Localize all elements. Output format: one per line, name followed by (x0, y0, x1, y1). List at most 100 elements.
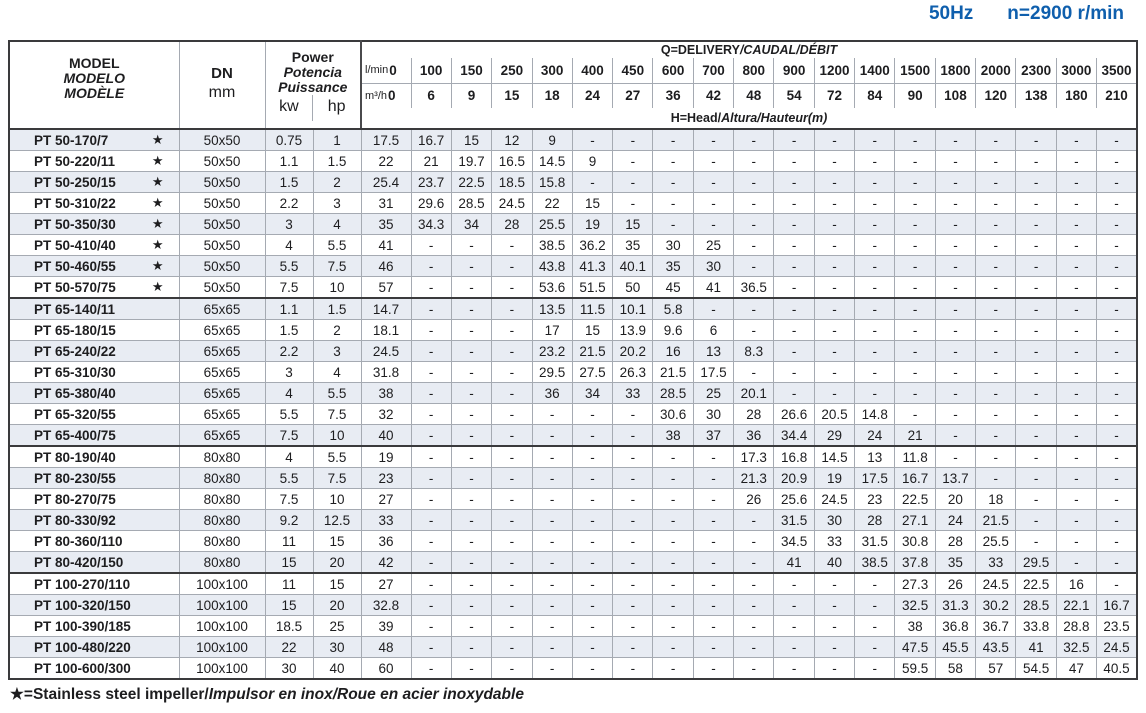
head-cell: 31.8 (360, 361, 412, 383)
head-cell: - (450, 297, 493, 320)
head-cell: 34 (571, 382, 614, 404)
head-cell: 14.8 (854, 403, 896, 425)
head-cell: - (934, 150, 977, 172)
head-cell: - (531, 403, 573, 425)
head-cell: 32.8 (360, 594, 412, 616)
head-cell: - (1096, 467, 1138, 489)
head-cell: - (1055, 445, 1098, 468)
head-cell: 29.6 (410, 192, 452, 214)
hp-cell: 15 (312, 530, 362, 552)
model-cell: PT 100-390/185 (8, 615, 180, 637)
head-cell: - (571, 424, 614, 447)
head-cell: 25 (692, 382, 735, 404)
model-name: PT 50-570/75 (34, 279, 116, 295)
head-cell: - (571, 551, 614, 574)
head-cell: - (692, 171, 735, 193)
head-cell: - (1015, 319, 1057, 341)
head-cell: 32 (360, 403, 412, 425)
head-cell: - (612, 509, 654, 531)
model-name: PT 80-420/150 (34, 554, 124, 570)
head-cell: - (1055, 509, 1098, 531)
table-row: PT 65-320/55 65x65 5.5 7.5 32- - - - - -30.6 30 28 2… (8, 403, 1138, 425)
head-cell: - (773, 340, 815, 362)
head-cell: - (450, 403, 493, 425)
head-cell: - (773, 150, 815, 172)
head-cell: - (450, 657, 493, 680)
head-cell: - (612, 467, 654, 489)
head-cell: - (531, 467, 573, 489)
head-cell: - (450, 636, 493, 658)
head-cell: - (733, 572, 775, 595)
head-cell: - (1096, 445, 1138, 468)
head-cell: - (1055, 234, 1098, 256)
head-cell: 6 (692, 319, 735, 341)
head-cell: - (733, 255, 775, 277)
table-row: PT 80-230/55 80x80 5.5 7.5 23- - - - - - - -21.3 20.… (8, 467, 1138, 489)
dn-cell: 100x100 (178, 572, 266, 595)
table-row: PT 100-270/110 100x100 11 15 27- - - - - - - - - - - -2… (8, 572, 1138, 595)
table-row: PT 50-310/22 ★ 50x50 2.2 3 31 29.6 28.5 24.5 22 15… (8, 192, 1138, 214)
hp-cell: 25 (312, 615, 362, 637)
model-cell: PT 50-220/11 ★ (8, 150, 180, 172)
head-cell: 23.2 (531, 340, 573, 362)
head-cell: - (1055, 488, 1098, 510)
head-cell: 21.5 (652, 361, 694, 383)
model-name: PT 80-330/92 (34, 512, 116, 528)
dn-cell: 80x80 (178, 467, 266, 489)
head-cell: - (612, 488, 654, 510)
head-cell: 57 (975, 657, 1017, 680)
head-cell: - (773, 297, 815, 320)
head-cell: 15 (571, 192, 614, 214)
head-cell: - (1015, 509, 1057, 531)
head-cell: - (612, 657, 654, 680)
stainless-steel-star-icon: ★ (151, 195, 164, 210)
flow-m3h-cell: 90 (894, 83, 936, 108)
kw-cell: 15 (264, 594, 314, 616)
footnote-en: ★=Stainless steel impeller/ (10, 686, 209, 703)
page-title: 50Hz n=2900 r/min (929, 3, 1124, 25)
table-wrapper: MODEL MODELO MODÈLE DN mm Power Potencia… (8, 40, 1138, 680)
hp-cell: 3 (312, 340, 362, 362)
flow-lmin-cell: 1800 (934, 58, 977, 84)
head-cell: - (813, 319, 856, 341)
head-cell: - (692, 636, 735, 658)
head-cell: - (531, 530, 573, 552)
head-cell: - (1015, 445, 1057, 468)
head-cell: 30 (652, 234, 694, 256)
head-cell: 41 (692, 276, 735, 299)
head-cell: - (692, 530, 735, 552)
head-cell: - (733, 297, 775, 320)
table-row: PT 100-600/300 100x100 30 40 60- - - - - - - - - - - -5… (8, 657, 1138, 680)
hp-cell: 5.5 (312, 234, 362, 256)
head-cell: - (1055, 403, 1098, 425)
head-cell: 36 (733, 424, 775, 447)
head-cell: 30.6 (652, 403, 694, 425)
power-unit-hp: hp (312, 94, 359, 121)
head-cell: 37 (692, 424, 735, 447)
head-cell: - (652, 445, 694, 468)
head-cell: 13.9 (612, 319, 654, 341)
dn-cell: 50x50 (178, 150, 266, 172)
head-cell: - (571, 403, 614, 425)
model-name: PT 65-240/22 (34, 343, 116, 359)
head-cell: - (1096, 319, 1138, 341)
head-cell: - (491, 636, 533, 658)
head-cell: 16.5 (491, 150, 533, 172)
head-cell: - (934, 213, 977, 235)
hp-cell: 3 (312, 192, 362, 214)
head-cell: 40.5 (1096, 657, 1138, 680)
table-row: PT 65-380/40 65x65 4 5.5 38- - -36 34 33 28.5 25 20… (8, 382, 1138, 404)
head-cell: - (692, 192, 735, 214)
flow-m3h-cell: 6 (410, 83, 452, 108)
table-row: PT 50-410/40 ★ 50x50 4 5.5 41- - -38.5 36.2 35 30 2… (8, 234, 1138, 256)
table-row: PT 65-400/75 65x65 7.5 10 40- - - - - -38 37 36 34.4… (8, 424, 1138, 447)
dn-cell: 100x100 (178, 594, 266, 616)
head-cell: - (934, 128, 977, 151)
head-cell: - (733, 192, 775, 214)
head-cell: - (1096, 488, 1138, 510)
head-cell: - (491, 551, 533, 574)
power-header-fr: Puissance (278, 78, 348, 95)
head-cell: - (813, 234, 856, 256)
model-cell: PT 65-240/22 (8, 340, 180, 362)
head-cell: - (410, 615, 452, 637)
